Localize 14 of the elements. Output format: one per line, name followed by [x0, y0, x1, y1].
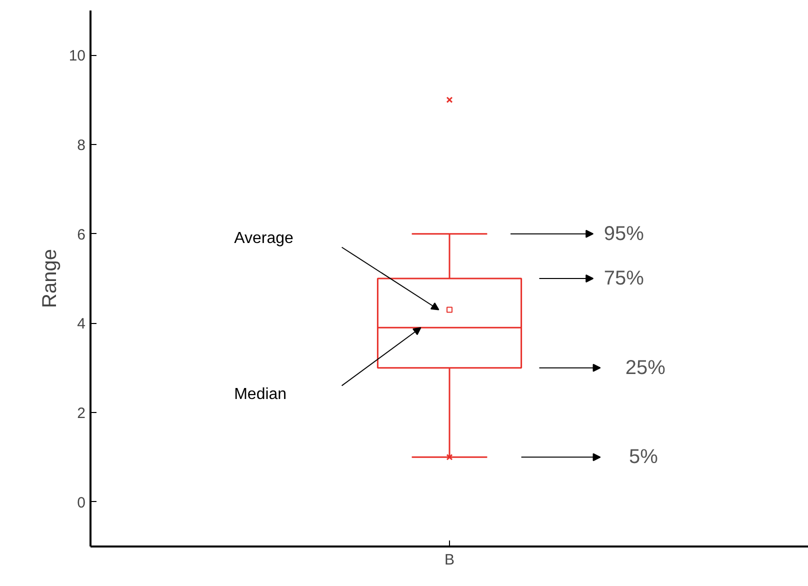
- annotation: 95%: [604, 222, 644, 245]
- y-tick-label: 6: [77, 226, 86, 244]
- annotation: Median: [234, 386, 287, 404]
- y-axis-title: Range: [38, 249, 61, 308]
- y-tick-label: 8: [77, 137, 86, 154]
- annotation: 25%: [625, 356, 666, 379]
- y-tick-label: 4: [77, 316, 86, 333]
- annotation: 75%: [604, 268, 644, 290]
- annotation: 5%: [629, 446, 658, 468]
- y-tick-label: 0: [77, 494, 86, 512]
- x-tick-label: B: [444, 552, 455, 568]
- y-tick-label: 2: [77, 405, 86, 422]
- y-tick-label: 10: [68, 48, 86, 65]
- annotation: Average: [234, 230, 294, 247]
